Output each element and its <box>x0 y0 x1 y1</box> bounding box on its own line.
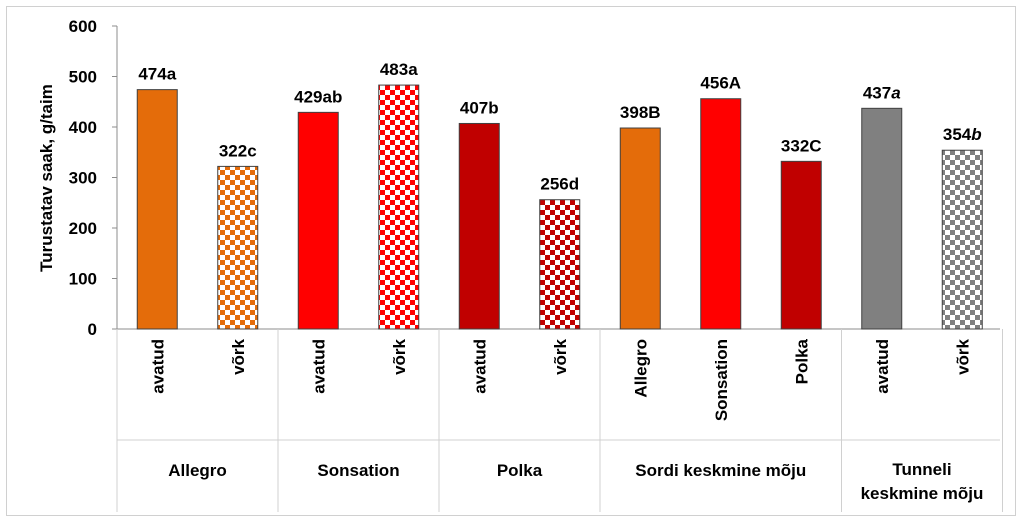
x-category-label: võrk <box>551 338 570 374</box>
x-category-label: võrk <box>953 338 972 374</box>
bar <box>378 84 420 330</box>
data-label-letter: a <box>891 83 900 102</box>
group-label: keskmine mõju <box>861 484 984 503</box>
data-label-value: 256 <box>540 175 568 194</box>
y-tick-label: 500 <box>69 68 97 87</box>
data-label-value: 429 <box>294 87 322 106</box>
bar <box>619 127 661 330</box>
data-label-letter: B <box>648 103 660 122</box>
x-category-label: võrk <box>229 338 248 374</box>
data-label: 474a <box>138 65 176 84</box>
group-label: Allegro <box>168 461 227 480</box>
data-label: 354b <box>943 125 982 144</box>
data-label-value: 407 <box>460 98 488 117</box>
data-label-letter: A <box>729 74 741 93</box>
x-category-label: avatud <box>470 339 489 394</box>
y-tick-label: 100 <box>69 270 97 289</box>
bar <box>297 111 339 330</box>
bar <box>539 199 581 330</box>
data-label-value: 354 <box>943 125 972 144</box>
data-label: 398B <box>620 103 661 122</box>
bar <box>136 89 178 330</box>
data-label: 407b <box>460 98 499 117</box>
data-label-letter: b <box>971 125 981 144</box>
data-label: 429ab <box>294 87 342 106</box>
x-category-label: Allegro <box>631 339 650 398</box>
group-label: Sonsation <box>317 461 399 480</box>
y-tick-label: 0 <box>88 320 97 339</box>
y-tick-label: 600 <box>69 17 97 36</box>
data-label-value: 474 <box>138 65 167 84</box>
data-label-letter: d <box>569 175 579 194</box>
data-label-value: 437 <box>863 83 891 102</box>
x-category-label: avatud <box>873 339 892 394</box>
data-label-letter: C <box>809 136 821 155</box>
data-label: 256d <box>540 175 579 194</box>
bar <box>217 165 259 330</box>
data-label-value: 332 <box>781 136 809 155</box>
x-category-label: avatud <box>148 339 167 394</box>
data-label: 456A <box>700 74 741 93</box>
data-label-letter: a <box>167 65 177 84</box>
data-label-value: 398 <box>620 103 648 122</box>
x-category-label: Polka <box>792 338 811 384</box>
data-label: 332C <box>781 136 822 155</box>
data-label-letter: ab <box>323 87 343 106</box>
bar <box>780 160 822 330</box>
bar <box>458 122 500 330</box>
data-label-letter: a <box>408 60 418 79</box>
group-label: Polka <box>497 461 543 480</box>
data-label-value: 322 <box>219 141 247 160</box>
y-axis-label: Turustatav saak, g/taim <box>37 84 56 272</box>
x-category-label: avatud <box>309 339 328 394</box>
data-label: 437a <box>863 83 901 102</box>
y-tick-label: 300 <box>69 169 97 188</box>
data-label: 322c <box>219 141 257 160</box>
bar <box>861 107 903 330</box>
y-tick-label: 400 <box>69 118 97 137</box>
x-category-label: Sonsation <box>712 339 731 421</box>
data-label-value: 483 <box>380 60 408 79</box>
group-label: Sordi keskmine mõju <box>635 461 806 480</box>
bar <box>700 98 742 330</box>
bar <box>941 149 983 330</box>
y-tick-label: 200 <box>69 219 97 238</box>
group-label: Tunneli <box>892 460 951 479</box>
data-label-value: 456 <box>700 74 728 93</box>
x-category-label: võrk <box>390 338 409 374</box>
data-label-letter: c <box>247 141 256 160</box>
data-label: 483a <box>380 60 418 79</box>
data-label-letter: b <box>488 98 498 117</box>
